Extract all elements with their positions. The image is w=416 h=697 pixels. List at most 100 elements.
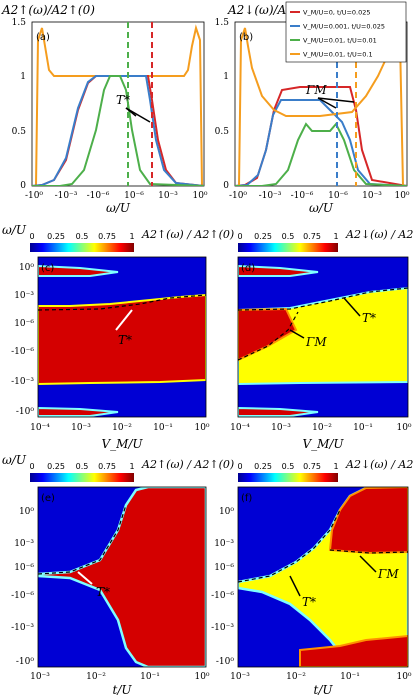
ytick-e-0: 10⁰ — [19, 507, 34, 517]
ytick-e-1: 10⁻³ — [14, 539, 34, 549]
xtick-c-3: 10⁻¹ — [153, 423, 173, 433]
cbar-f-tick-4: 1 — [333, 462, 338, 471]
xtick-b-4: 10⁻³ — [362, 191, 382, 201]
series-blue-b — [235, 99, 407, 186]
xtick-b-1: -10⁻³ — [259, 191, 282, 201]
region-red-d-bot — [238, 406, 319, 417]
xtick-a-3: 10⁻⁶ — [124, 191, 144, 201]
ytick-f-1: 10⁻³ — [214, 539, 234, 549]
xlabel-d: V_M/U — [302, 437, 344, 451]
arrow-e — [77, 571, 93, 585]
cbar-title-c: A2↑(ω) / A2↑(0) — [141, 228, 234, 241]
annotation-gamma-b: ΓM — [305, 83, 327, 97]
xtick-c-1: 10⁻³ — [71, 423, 91, 433]
ytick-c-5: -10⁰ — [16, 407, 34, 417]
ytick-f-3: -10⁻⁶ — [211, 591, 234, 601]
xlabel-b: ω/U — [309, 201, 334, 215]
yticks-e: 10⁰ 10⁻³ 10⁻⁶ -10⁻⁶ -10⁻³ -10⁰ — [11, 507, 34, 667]
series-green-a — [32, 75, 204, 186]
heatmap-d: (d) ΓM T* 10⁻⁴ 10⁻³ 10⁻² 10⁻¹ 10⁰ V_M/U — [230, 256, 412, 451]
xtick-e-0: 10⁻³ — [30, 672, 50, 682]
xticks-b: -10⁰ -10⁻³ -10⁻⁶ 10⁻⁶ 10⁻³ 10⁰ — [229, 191, 410, 201]
cbar-d-tick-0: 0 — [237, 232, 242, 241]
ytick-c-2: 10⁻⁶ — [14, 319, 34, 329]
ytick-e-3: -10⁻⁶ — [11, 591, 34, 601]
arrow-b1 — [317, 97, 337, 109]
cbar-d-tick-4: 1 — [333, 232, 338, 241]
cbar-e-tick-3: 0.75 — [98, 462, 116, 471]
region-red-d-top — [238, 264, 319, 277]
region-red-c-top — [38, 264, 119, 277]
arrow-a2 — [125, 107, 151, 123]
xtick-c-4: 10⁰ — [194, 423, 209, 433]
xtick-a-2: -10⁻⁶ — [87, 191, 110, 201]
xtick-d-3: 10⁻¹ — [353, 423, 373, 433]
annotation-tstar-e: T* — [96, 585, 110, 599]
heatmap-f: (f) T* ΓM 10⁰ 10⁻³ 10⁻⁶ -10⁻⁶ -10⁻³ -10⁰… — [211, 486, 412, 697]
arrow-d1 — [289, 329, 305, 339]
legend-label-0: V_M/U=0, t/U=0.025 — [303, 9, 371, 17]
gamma-line-d — [238, 311, 299, 361]
xticks-c: 10⁻⁴ 10⁻³ 10⁻² 10⁻¹ 10⁰ — [30, 423, 210, 433]
xtick-c-0: 10⁻⁴ — [30, 423, 50, 433]
panel-label-b: (b) — [239, 32, 253, 43]
xtick-c-2: 10⁻² — [112, 423, 132, 433]
ytick-c-1: 10⁻³ — [14, 291, 34, 301]
ytick-c-3: -10⁻⁶ — [11, 347, 34, 357]
ylabel-e: ω/U — [2, 453, 27, 467]
xticks-f: 10⁻³ 10⁻² 10⁻¹ 10⁰ — [230, 672, 412, 682]
region-red-f — [328, 487, 408, 555]
tstar-line-f — [238, 509, 341, 583]
xtick-d-4: 10⁰ — [396, 423, 411, 433]
ytick-b-2: 1 — [223, 72, 229, 82]
arrow-b2 — [317, 97, 355, 103]
cbar-c-tick-0: 0 — [29, 232, 34, 241]
cbar-c-tick-1: 0.25 — [47, 232, 65, 241]
ytick-b-1: 0.5 — [215, 127, 230, 137]
panel-label-d: (d) — [241, 263, 255, 274]
annotation-gamma-f: ΓM — [377, 567, 399, 581]
xtick-e-1: 10⁻² — [86, 672, 106, 682]
xtick-e-2: 10⁻¹ — [140, 672, 160, 682]
xtick-f-1: 10⁻² — [286, 672, 306, 682]
annotation-tstar-d: T* — [362, 311, 376, 325]
cbar-title-e: A2↑(ω) / A2↑(0) — [141, 458, 234, 471]
ylabel-c: ω/U — [2, 223, 27, 237]
region-red-d — [238, 307, 298, 362]
xlabel-c: V_M/U — [101, 437, 143, 451]
yticks-b: 0 0.5 1 1.5 — [215, 18, 230, 191]
cbar-d-tick-3: 0.75 — [303, 232, 321, 241]
region-red-c — [38, 293, 206, 386]
cbar-f-tick-1: 0.25 — [254, 462, 272, 471]
colorbar-gradient-c — [30, 243, 134, 252]
heatmap-e: (e) T* 10⁰ 10⁻³ 10⁻⁶ -10⁻⁶ -10⁻³ -10⁰ 10… — [11, 486, 210, 697]
xlabel-e: t/U — [113, 683, 133, 697]
legend-label-1: V_M/U=0.001, t/U=0.025 — [303, 23, 385, 31]
cbar-title-f: A2↓(ω) / A2↑(0) — [345, 458, 416, 471]
xlabel-f: t/U — [314, 683, 334, 697]
ytick-e-5: -10⁰ — [16, 657, 34, 667]
xtick-d-0: 10⁻⁴ — [230, 423, 250, 433]
cbar-c-tick-2: 0.5 — [76, 232, 89, 241]
legend-box — [285, 1, 407, 63]
xlabel-a: ω/U — [106, 201, 131, 215]
gamma-line-f — [329, 549, 408, 554]
xtick-b-2: -10⁻⁶ — [291, 191, 314, 201]
ytick-f-2: 10⁻⁶ — [214, 563, 234, 573]
ytick-a-0: 0 — [20, 181, 26, 191]
ytick-b-3: 1.5 — [215, 18, 230, 28]
ytick-f-0: 10⁰ — [219, 507, 234, 517]
xtick-d-1: 10⁻³ — [271, 423, 291, 433]
cbar-f-tick-0: 0 — [237, 462, 242, 471]
ytick-e-2: 10⁻⁶ — [14, 563, 34, 573]
colorbar-gradient-d — [238, 243, 338, 252]
xticks-a: -10⁰ -10⁻³ -10⁻⁶ 10⁻⁶ 10⁻³ 10⁰ — [25, 191, 208, 201]
region-red-f-bot — [299, 634, 408, 667]
panel-label-c: (c) — [41, 263, 54, 274]
heatmap-c: (c) T* 10⁰ 10⁻³ 10⁻⁶ -10⁻⁶ -10⁻³ -10⁰ 10… — [11, 256, 210, 451]
cbar-f-tick-3: 0.75 — [303, 462, 321, 471]
panel-label-e: (e) — [41, 493, 55, 504]
annotation-tstar-f: T* — [302, 595, 316, 609]
axes-c — [37, 256, 207, 418]
panel-a: A2↑(ω)/A2↑(0) (a) T* 0 0.5 1 1.5 -10⁰ -1… — [1, 3, 208, 215]
